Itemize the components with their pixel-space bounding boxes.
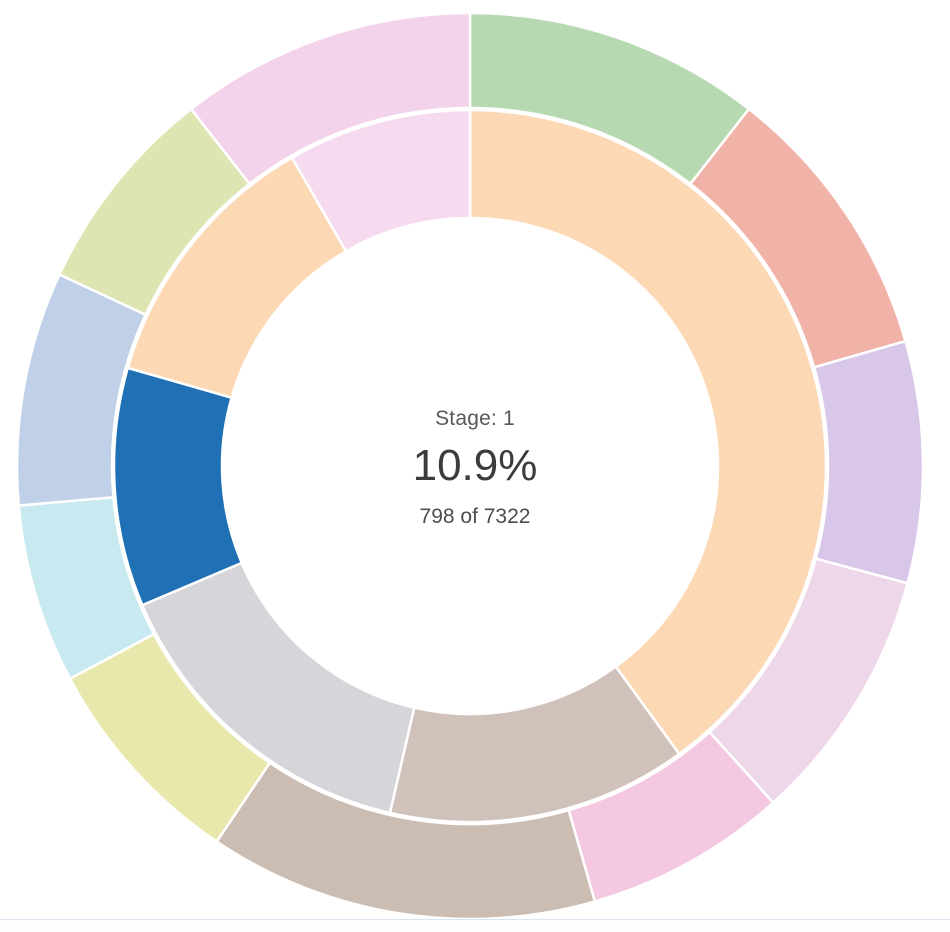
segment-inner-selected-blue[interactable] <box>112 366 243 607</box>
bottom-panel-edge <box>0 919 950 932</box>
segment-outer-lavender[interactable] <box>812 339 925 585</box>
segment-inner-peach[interactable] <box>468 108 828 756</box>
segment-outer-rose[interactable] <box>189 11 472 186</box>
segment-inner-rose[interactable] <box>290 108 472 253</box>
